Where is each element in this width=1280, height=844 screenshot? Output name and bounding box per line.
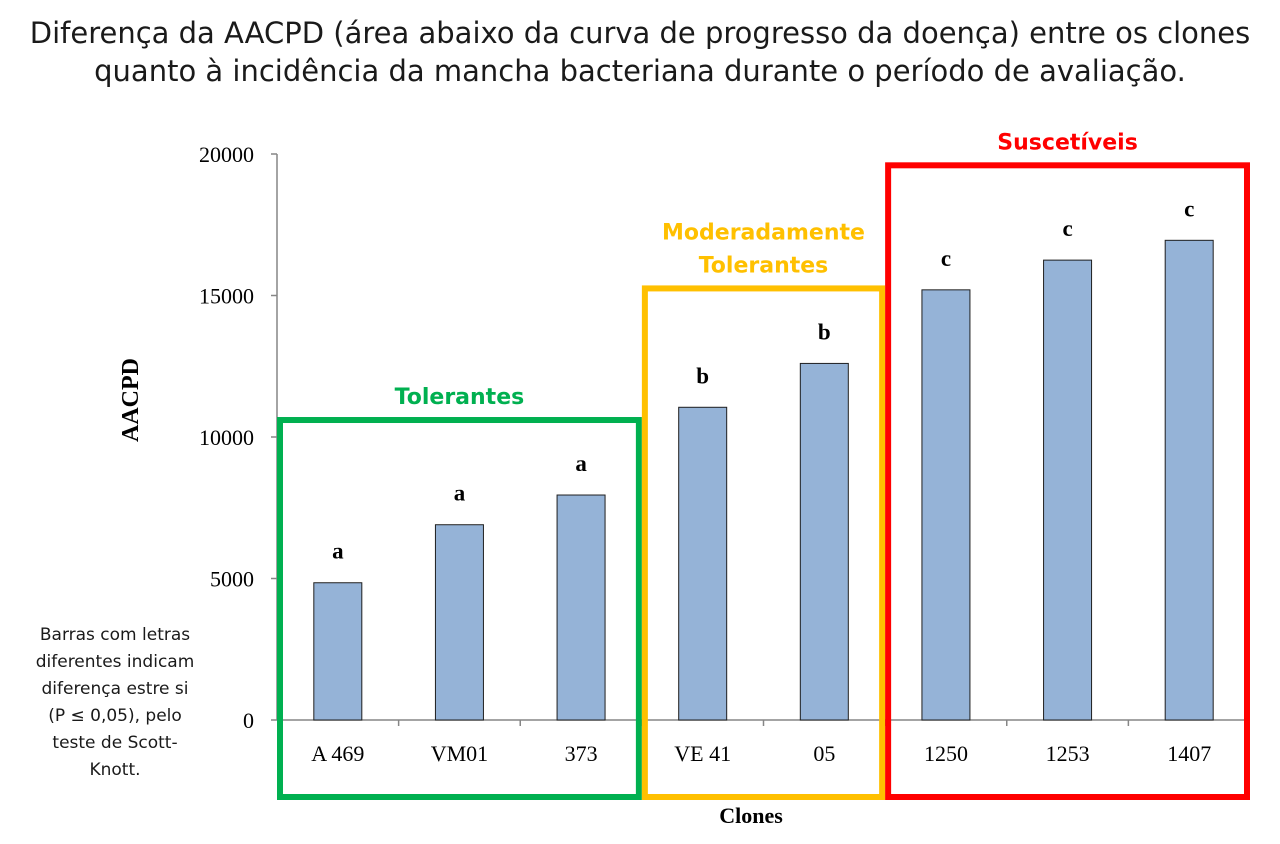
significance-note: Barras com letras diferentes indicam dif… — [20, 622, 210, 784]
x-tick-label: VE 41 — [674, 741, 731, 766]
note-line: (P ≤ 0,05), pelo — [48, 706, 182, 726]
x-tick-label: VM01 — [431, 741, 488, 766]
significance-letter: b — [696, 363, 709, 388]
significance-letter: a — [454, 481, 466, 506]
group-box — [641, 285, 886, 800]
group-label: Moderadamente — [662, 220, 865, 245]
y-tick-label: 0 — [243, 708, 254, 733]
chart-title-line-2: quanto à incidência da mancha bacteriana… — [94, 54, 1186, 88]
bar-373 — [556, 494, 606, 721]
significance-letter: c — [941, 246, 951, 271]
x-tick-label: 05 — [813, 741, 835, 766]
group-label: Tolerantes — [395, 385, 525, 410]
significance-letter: a — [575, 451, 587, 476]
chart-title: Diferença da AACPD (área abaixo da curva… — [0, 14, 1280, 90]
y-tick-label: 5000 — [210, 567, 254, 592]
bar-1253 — [1043, 259, 1093, 721]
group-label: Tolerantes — [699, 253, 829, 278]
note-line: diferentes indicam — [35, 652, 195, 672]
y-axis-label: AACPD — [118, 358, 144, 442]
bar-ve-41 — [678, 406, 728, 721]
significance-letter: a — [332, 539, 344, 564]
bar-1250 — [921, 289, 971, 721]
x-tick-label: A 469 — [311, 741, 364, 766]
bars-layer: A 469 a VM01 a 373 a VE 41 b 05 b 1250 c 1253 c 1407 c — [311, 196, 1214, 766]
note-line: diferença estre si — [41, 679, 189, 699]
significance-letter: b — [818, 319, 831, 344]
chart-title-line-1: Diferença da AACPD (área abaixo da curva… — [29, 16, 1251, 50]
y-tick-label: 10000 — [199, 425, 254, 450]
x-tick-label: 373 — [565, 741, 598, 766]
note-line: Barras com letras — [39, 625, 191, 645]
significance-letter: c — [1184, 196, 1194, 221]
bar-05 — [799, 362, 849, 721]
x-tick-label: 1250 — [924, 741, 968, 766]
x-tick-label: 1253 — [1046, 741, 1090, 766]
group-label: Suscetíveis — [997, 130, 1138, 155]
group-boxes-layer: Tolerantes Moderadamente Tolerantes Suscetí… — [277, 130, 1250, 800]
group-box — [277, 417, 642, 800]
bar-1407 — [1164, 239, 1214, 721]
note-line: Knott. — [89, 760, 141, 780]
x-tick-label: 1407 — [1167, 741, 1211, 766]
y-tick-label: 20000 — [199, 142, 254, 167]
note-line: teste de Scott- — [52, 733, 178, 753]
y-tick-label: 15000 — [199, 284, 254, 309]
bar-vm01 — [434, 524, 484, 721]
group-box — [885, 162, 1250, 800]
significance-letter: c — [1062, 216, 1072, 241]
bar-a-469 — [313, 582, 363, 721]
x-axis-label: Clones — [719, 803, 783, 828]
